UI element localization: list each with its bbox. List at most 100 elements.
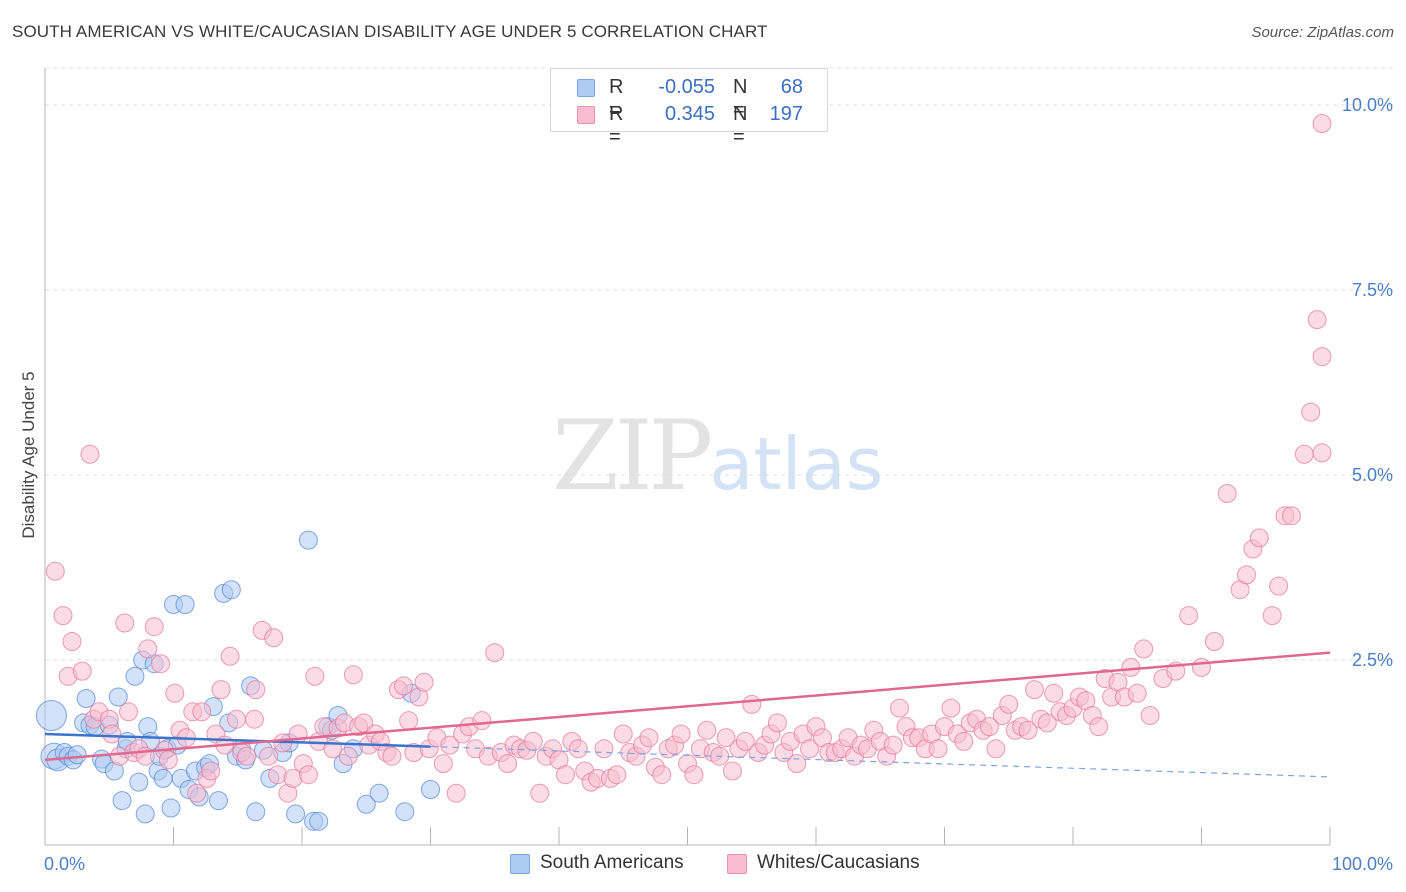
white-caucasian-point xyxy=(151,654,171,674)
legend-n-value: 197 xyxy=(769,103,803,125)
white-caucasian-point xyxy=(1301,402,1321,422)
white-caucasian-point xyxy=(986,739,1006,759)
bottom-legend-swatch xyxy=(510,854,530,874)
white-caucasian-point xyxy=(498,754,518,774)
white-caucasian-point xyxy=(72,661,92,681)
south-american-point xyxy=(108,687,128,707)
white-caucasian-point xyxy=(394,676,414,696)
source-credit: Source: ZipAtlas.com xyxy=(1251,24,1394,41)
white-caucasian-point xyxy=(652,765,672,785)
white-caucasian-point xyxy=(187,783,207,803)
white-caucasian-point xyxy=(568,739,588,759)
white-caucasian-point xyxy=(671,724,691,744)
whites-caucasians-points xyxy=(45,114,1332,803)
bottom-legend-label: Whites/Caucasians xyxy=(757,852,920,873)
x-tick-label: 100.0% xyxy=(1332,854,1393,874)
white-caucasian-point xyxy=(246,680,266,700)
south-american-point xyxy=(153,768,173,788)
white-caucasian-point xyxy=(716,728,736,748)
white-caucasian-point xyxy=(485,643,505,663)
south-american-point xyxy=(286,804,306,824)
white-caucasian-point xyxy=(1127,683,1147,703)
white-caucasian-point xyxy=(1024,680,1044,700)
white-caucasian-point xyxy=(1312,114,1332,133)
white-caucasian-point xyxy=(697,720,717,740)
south-american-point xyxy=(395,802,415,822)
white-caucasian-point xyxy=(343,665,363,685)
south-americans-trend-extension xyxy=(430,745,1331,778)
south-americans-trend-line xyxy=(44,732,431,748)
x-tick-label: 0.0% xyxy=(44,854,85,874)
white-caucasian-point xyxy=(1269,576,1289,596)
white-caucasian-point xyxy=(264,628,284,648)
white-caucasian-point xyxy=(201,761,221,781)
white-caucasian-point xyxy=(1312,443,1332,463)
white-caucasian-point xyxy=(1134,639,1154,659)
south-american-point xyxy=(129,772,149,792)
white-caucasian-point xyxy=(787,754,807,774)
white-caucasian-point xyxy=(767,713,787,733)
white-caucasian-point xyxy=(639,728,659,748)
white-caucasian-point xyxy=(119,702,139,722)
white-caucasian-point xyxy=(433,754,453,774)
bottom-legend-label: South Americans xyxy=(540,852,684,873)
south-american-point xyxy=(309,811,329,831)
south-american-point xyxy=(125,666,145,686)
white-caucasian-point xyxy=(890,698,910,718)
white-caucasian-point xyxy=(399,711,419,731)
white-caucasian-point xyxy=(941,698,961,718)
white-caucasian-point xyxy=(1192,657,1211,677)
white-caucasian-point xyxy=(1249,528,1269,548)
white-caucasian-point xyxy=(226,709,246,729)
south-american-point xyxy=(246,802,266,822)
white-caucasian-point xyxy=(472,711,492,731)
y-tick-label: 10.0% xyxy=(1342,95,1393,115)
south-american-point xyxy=(67,745,87,765)
white-caucasian-point xyxy=(259,746,279,766)
white-caucasian-point xyxy=(138,639,158,659)
white-caucasian-point xyxy=(45,561,65,581)
white-caucasian-point xyxy=(414,672,434,692)
white-caucasian-point xyxy=(1312,347,1332,367)
white-caucasian-point xyxy=(237,746,257,766)
south-american-point xyxy=(76,688,96,708)
y-tick-label: 7.5% xyxy=(1352,280,1393,300)
white-caucasian-point xyxy=(80,444,100,464)
white-caucasian-point xyxy=(144,617,164,637)
white-caucasian-point xyxy=(684,765,704,785)
white-caucasian-point xyxy=(382,746,402,766)
white-caucasian-point xyxy=(1262,606,1282,626)
white-caucasian-point xyxy=(1217,484,1237,503)
legend-r-value: 0.345 xyxy=(664,103,715,125)
axis-labels: 2.5% 5.0% 7.5% 10.0% 0.0% 100.0% Disability Ag… xyxy=(19,95,1393,874)
y-axis-label: Disability Age Under 5 xyxy=(19,371,38,538)
white-caucasian-point xyxy=(305,666,325,686)
white-caucasian-point xyxy=(607,765,627,785)
legend-r-label: R = xyxy=(609,76,624,121)
white-caucasian-point xyxy=(1089,717,1109,737)
white-caucasian-point xyxy=(211,680,231,700)
white-caucasian-point xyxy=(523,731,543,751)
white-caucasian-point xyxy=(1121,657,1141,677)
south-american-point xyxy=(208,791,228,811)
white-caucasian-point xyxy=(979,717,999,737)
white-caucasian-point xyxy=(594,739,614,759)
white-caucasian-point xyxy=(735,731,755,751)
white-caucasian-point xyxy=(883,735,903,755)
trend-lines xyxy=(44,651,1331,778)
watermark: ZIPatlas xyxy=(552,400,883,512)
white-caucasian-point xyxy=(298,765,318,785)
south-american-point xyxy=(221,580,241,600)
legend-r-value: -0.055 xyxy=(658,76,715,98)
white-caucasian-point xyxy=(928,739,948,759)
correlation-legend: R = -0.055 N = 68 R = 0.345 N = 197 xyxy=(550,68,828,148)
legend-r-label: R = xyxy=(609,103,624,148)
white-caucasian-point xyxy=(1204,632,1224,651)
white-caucasian-point xyxy=(1018,720,1038,740)
white-caucasian-point xyxy=(1294,444,1314,464)
whites-caucasians-trend-line xyxy=(44,651,1331,762)
south-american-point xyxy=(135,804,155,824)
white-caucasian-point xyxy=(102,724,122,744)
white-caucasian-point xyxy=(158,750,178,770)
legend-n-value: 68 xyxy=(780,76,803,98)
